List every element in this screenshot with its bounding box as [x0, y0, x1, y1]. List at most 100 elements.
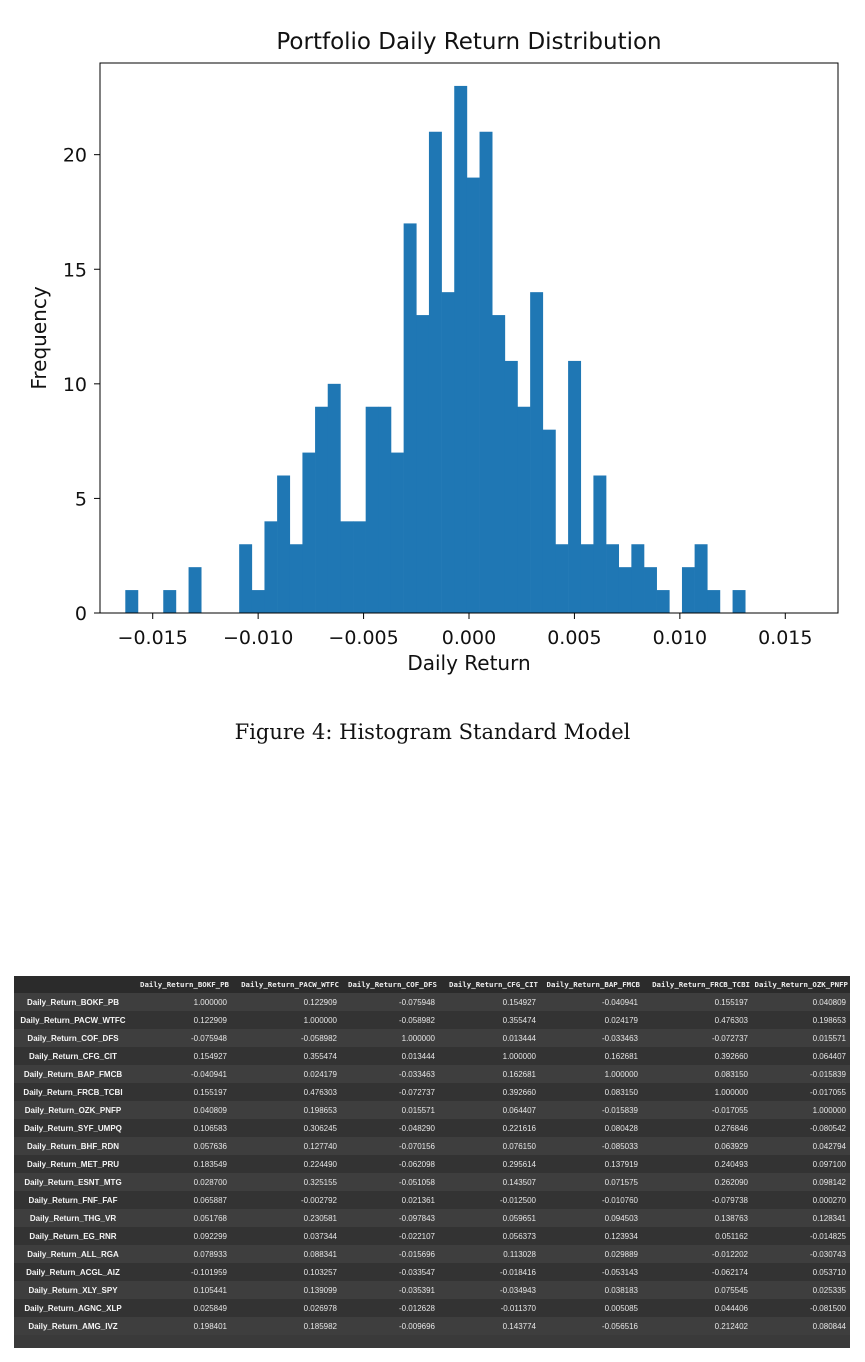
histogram-bar [466, 177, 480, 614]
histogram-bar [606, 544, 620, 613]
correlation-table-image: Daily_Return_BOKF_PB Daily_Return_PACW_WT… [14, 976, 850, 1348]
row-header: Daily_Return_FNF_FAF [14, 1191, 132, 1209]
table-cell: 0.392660 [642, 1047, 752, 1065]
table-row: Daily_Return_ACGL_AIZ -0.101959 0.103257 -0… [14, 1263, 850, 1281]
table-cell: 1.000000 [341, 1029, 439, 1047]
table-cell: 0.143774 [439, 1317, 540, 1335]
table-cell: -0.033547 [341, 1263, 439, 1281]
table-cell: -0.070156 [341, 1137, 439, 1155]
table-cell: 0.155197 [642, 993, 752, 1011]
table-cell: 0.185982 [231, 1317, 341, 1335]
table-cell: -0.040941 [540, 993, 642, 1011]
histogram-bar [454, 85, 468, 613]
y-tick-label: 20 [63, 145, 87, 167]
table-cell: 0.392660 [439, 1083, 540, 1101]
table-cell: 0.198401 [132, 1317, 231, 1335]
table-cell: 0.122909 [132, 1011, 231, 1029]
column-header: Daily_Return_COF_DFS [341, 976, 439, 993]
histogram-bar [390, 452, 404, 613]
histogram-bar [656, 590, 670, 613]
histogram-bar [492, 315, 506, 613]
row-header: Daily_Return_FRCB_TCBI [14, 1083, 132, 1101]
y-tick-label: 0 [75, 603, 87, 625]
table-cell: 0.015571 [752, 1029, 850, 1047]
table-cell: 0.040809 [132, 1101, 231, 1119]
table-cell: 0.355474 [231, 1047, 341, 1065]
table-cell: -0.022107 [341, 1227, 439, 1245]
table-cell: 0.105441 [132, 1281, 231, 1299]
histogram-bar [530, 292, 544, 613]
histogram-bar [264, 521, 278, 613]
y-axis-label: Frequency [27, 286, 51, 389]
histogram-bar [277, 475, 291, 613]
table-cell: 0.138763 [642, 1209, 752, 1227]
x-axis-label: Daily Return [407, 651, 530, 675]
table-cell: 0.024179 [231, 1065, 341, 1083]
histogram-bar [403, 223, 417, 613]
table-cell: 0.057636 [132, 1137, 231, 1155]
table-row: Daily_Return_ESNT_MTG 0.028700 0.325155 -0.… [14, 1173, 850, 1191]
y-tick-label: 10 [63, 374, 87, 396]
x-tick-label: −0.005 [328, 627, 398, 649]
histogram-bar [732, 590, 746, 613]
table-cell: 0.037344 [231, 1227, 341, 1245]
table-cell: -0.079738 [642, 1191, 752, 1209]
histogram-bar [289, 544, 303, 613]
table-cell: -0.034943 [439, 1281, 540, 1299]
row-header: Daily_Return_ALL_RGA [14, 1245, 132, 1263]
table-cell: 1.000000 [642, 1083, 752, 1101]
table-cell: -0.072737 [642, 1029, 752, 1047]
table-cell: 0.025849 [132, 1299, 231, 1317]
figure-caption: Figure 4: Histogram Standard Model [234, 720, 631, 744]
histogram-bar [593, 475, 607, 613]
histogram-bar [555, 544, 569, 613]
table-cell: 0.080844 [752, 1317, 850, 1335]
table-cell: 0.056373 [439, 1227, 540, 1245]
table-cell: 0.113028 [439, 1245, 540, 1263]
table-cell: 0.038183 [540, 1281, 642, 1299]
table-cell: -0.012500 [439, 1191, 540, 1209]
table-cell: 0.044406 [642, 1299, 752, 1317]
table-row: Daily_Return_SYF_UMPQ 0.106583 0.306245 -0.… [14, 1119, 850, 1137]
table-cell: -0.097843 [341, 1209, 439, 1227]
row-header: Daily_Return_EG_RNR [14, 1227, 132, 1245]
table-cell: -0.002792 [231, 1191, 341, 1209]
table-cell: 0.076150 [439, 1137, 540, 1155]
table-row: Daily_Return_EG_RNR 0.092299 0.037344 -0.02… [14, 1227, 850, 1245]
table-cell: -0.033463 [341, 1065, 439, 1083]
histogram-bar [631, 544, 645, 613]
table-cell: 0.127740 [231, 1137, 341, 1155]
table-cell: 0.198653 [752, 1011, 850, 1029]
table-cell: 0.476303 [231, 1083, 341, 1101]
table-cell: 0.476303 [642, 1011, 752, 1029]
x-tick-label: 0.000 [442, 627, 496, 649]
table-cell: 0.137919 [540, 1155, 642, 1173]
table-row: Daily_Return_AMG_IVZ 0.198401 0.185982 -0.0… [14, 1317, 850, 1335]
table-row: Daily_Return_FRCB_TCBI 0.155197 0.476303 -0… [14, 1083, 850, 1101]
table-cell: 0.051162 [642, 1227, 752, 1245]
row-header: Daily_Return_AMG_IVZ [14, 1317, 132, 1335]
table-cell: 0.005085 [540, 1299, 642, 1317]
table-cell: 0.015571 [341, 1101, 439, 1119]
table-body: Daily_Return_BOKF_PB 1.000000 0.122909 -0.0… [14, 993, 850, 1335]
table-cell: -0.033463 [540, 1029, 642, 1047]
table-cell: -0.062098 [341, 1155, 439, 1173]
table-cell: 0.040809 [752, 993, 850, 1011]
table-cell: -0.017055 [752, 1083, 850, 1101]
histogram-bar [707, 590, 721, 613]
histogram-chart: −0.015 −0.010 −0.005 0.000 0.005 0.010 0.015 0 5… [27, 29, 839, 675]
table-row: Daily_Return_CFG_CIT 0.154927 0.355474 0.01… [14, 1047, 850, 1065]
histogram-bar [416, 315, 430, 613]
column-header: Daily_Return_FRCB_TCBI [642, 976, 752, 993]
table-cell: 0.094503 [540, 1209, 642, 1227]
histogram-bar [327, 383, 341, 613]
table-cell: 0.262090 [642, 1173, 752, 1191]
table-cell: 0.128341 [752, 1209, 850, 1227]
correlation-table: Daily_Return_BOKF_PB Daily_Return_PACW_WT… [14, 976, 850, 1335]
row-header: Daily_Return_THG_VR [14, 1209, 132, 1227]
table-cell: 0.051768 [132, 1209, 231, 1227]
histogram-bar [163, 590, 177, 613]
table-cell: 0.240493 [642, 1155, 752, 1173]
table-cell: -0.009696 [341, 1317, 439, 1335]
x-tick-label: −0.015 [118, 627, 188, 649]
